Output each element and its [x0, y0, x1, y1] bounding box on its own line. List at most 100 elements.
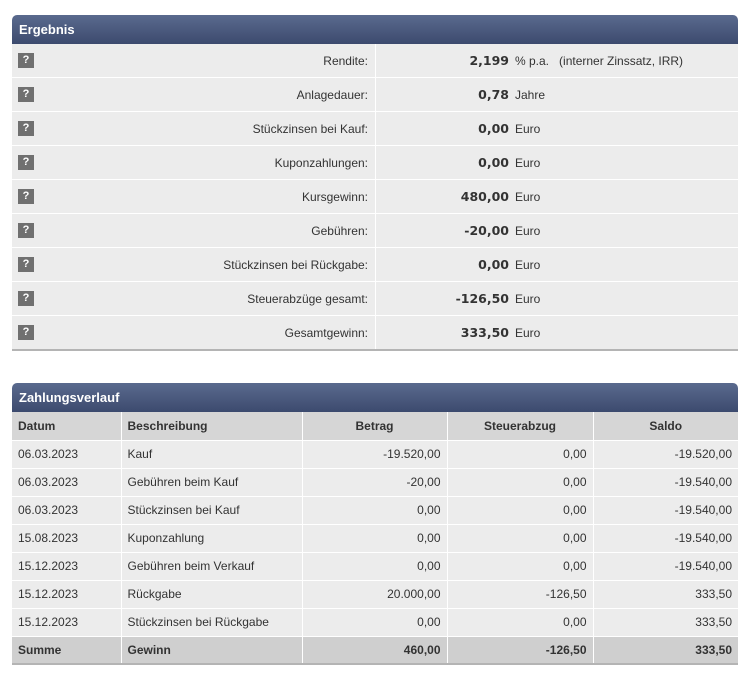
result-value-cell: 0,00 Euro [376, 146, 738, 179]
result-label-cell: ? Steuerabzüge gesamt: [12, 282, 376, 315]
result-label: Kursgewinn: [301, 189, 368, 204]
result-unit: Euro [515, 189, 541, 204]
help-icon[interactable]: ? [18, 87, 34, 102]
help-icon[interactable]: ? [18, 257, 34, 272]
result-label-cell: ? Kuponzahlungen: [12, 146, 376, 179]
result-unit: Euro [515, 155, 541, 170]
tax-cell: 0,00 [447, 439, 594, 468]
balance-cell: -19.520,00 [593, 439, 738, 468]
description-cell: Rückgabe [121, 579, 303, 608]
help-icon[interactable]: ? [18, 53, 34, 68]
help-icon[interactable]: ? [18, 325, 34, 340]
result-label: Kuponzahlungen: [274, 155, 368, 170]
result-row-rendite: ? Rendite: 2,199 % p.a. (interner Zinssatz, … [12, 44, 738, 78]
amount-cell: 0,00 [302, 523, 448, 552]
result-value: 0,00 [478, 121, 509, 136]
result-label-cell: ? Stückzinsen bei Rückgabe: [12, 248, 376, 281]
tax-cell: -126,50 [447, 579, 594, 608]
result-row-stueckzinsen-rueckgabe: ? Stückzinsen bei Rückgabe: 0,00 Euro [12, 248, 738, 282]
help-icon[interactable]: ? [18, 291, 34, 306]
tax-cell: 0,00 [447, 551, 594, 580]
result-value-cell: 333,50 Euro [376, 316, 738, 349]
result-value-cell: 480,00 Euro [376, 180, 738, 213]
balance-cell: -19.540,00 [593, 523, 738, 552]
result-value-cell: 0,00 Euro [376, 112, 738, 145]
amount-cell: -19.520,00 [302, 439, 448, 468]
result-label: Gebühren: [311, 223, 368, 238]
result-unit: Euro [515, 325, 541, 340]
date-cell: 06.03.2023 [12, 495, 122, 524]
table-row: 15.12.2023 Stückzinsen bei Rückgabe 0,00 0,… [12, 607, 738, 636]
result-value-cell: 2,199 % p.a. (interner Zinssatz, IRR) [376, 44, 738, 77]
description-cell: Kauf [121, 439, 303, 468]
tax-cell: 0,00 [447, 523, 594, 552]
summary-description-cell: Gewinn [121, 635, 303, 665]
result-unit: Jahre [515, 87, 546, 102]
balance-cell: 333,50 [593, 607, 738, 636]
result-value-cell: 0,78 Jahre [376, 78, 738, 111]
amount-cell: 0,00 [302, 607, 448, 636]
balance-cell: -19.540,00 [593, 551, 738, 580]
date-cell: 15.12.2023 [12, 551, 122, 580]
date-cell: 15.12.2023 [12, 579, 122, 608]
table-row: 15.12.2023 Gebühren beim Verkauf 0,00 0,00-… [12, 551, 738, 580]
result-value: 0,00 [478, 257, 509, 272]
description-cell: Gebühren beim Verkauf [121, 551, 303, 580]
ergebnis-title: Ergebnis [12, 15, 738, 44]
result-value-cell: -20,00 Euro [376, 214, 738, 247]
tax-cell: 0,00 [447, 607, 594, 636]
column-header-datum: Datum [12, 412, 122, 440]
result-unit: % p.a. [515, 53, 550, 68]
result-label-cell: ? Kursgewinn: [12, 180, 376, 213]
table-row: 15.08.2023 Kuponzahlung 0,00 0,00 -19.540,00 [12, 523, 738, 552]
description-cell: Gebühren beim Kauf [121, 467, 303, 496]
result-label: Rendite: [323, 53, 368, 68]
result-label: Anlagedauer: [296, 87, 368, 102]
date-cell: 15.08.2023 [12, 523, 122, 552]
tax-cell: 0,00 [447, 467, 594, 496]
ergebnis-panel: Ergebnis ? Rendite: 2,199 % p.a. (interner Z… [12, 15, 738, 351]
result-row-steuerabzuege: ? Steuerabzüge gesamt: -126,50 Euro [12, 282, 738, 316]
date-cell: 06.03.2023 [12, 439, 122, 468]
column-header-saldo: Saldo [593, 412, 738, 440]
table-row: 06.03.2023 Gebühren beim Kauf -20,00 0,00 -1… [12, 467, 738, 496]
help-icon[interactable]: ? [18, 189, 34, 204]
result-label-cell: ? Rendite: [12, 44, 376, 77]
result-row-gebuehren: ? Gebühren: -20,00 Euro [12, 214, 738, 248]
zahlungsverlauf-title: Zahlungsverlauf [12, 383, 738, 412]
balance-cell: 333,50 [593, 579, 738, 608]
date-cell: 15.12.2023 [12, 607, 122, 636]
help-icon[interactable]: ? [18, 223, 34, 238]
result-value: -20,00 [464, 223, 509, 238]
result-note: (interner Zinssatz, IRR) [559, 53, 684, 68]
result-value: 333,50 [460, 325, 509, 340]
description-cell: Kuponzahlung [121, 523, 303, 552]
table-row: 15.12.2023 Rückgabe 20.000,00 -126,50 333,50 [12, 579, 738, 608]
amount-cell: -20,00 [302, 467, 448, 496]
summary-balance-cell: 333,50 [593, 635, 738, 665]
result-label-cell: ? Gesamtgewinn: [12, 316, 376, 349]
result-unit: Euro [515, 291, 541, 306]
column-header-betrag: Betrag [302, 412, 448, 440]
help-icon[interactable]: ? [18, 155, 34, 170]
zahlungsverlauf-table: Datum Beschreibung Betrag Steuerabzug Sa… [12, 412, 738, 665]
amount-cell: 20.000,00 [302, 579, 448, 608]
result-label-cell: ? Stückzinsen bei Kauf: [12, 112, 376, 145]
column-header-steuerabzug: Steuerabzug [447, 412, 594, 440]
balance-cell: -19.540,00 [593, 467, 738, 496]
result-row-stueckzinsen-kauf: ? Stückzinsen bei Kauf: 0,00 Euro [12, 112, 738, 146]
table-row: 06.03.2023 Kauf -19.520,00 0,00 -19.520,00 [12, 439, 738, 468]
result-row-kursgewinn: ? Kursgewinn: 480,00 Euro [12, 180, 738, 214]
ergebnis-rows: ? Rendite: 2,199 % p.a. (interner Zinssatz, … [12, 44, 738, 351]
result-row-gesamtgewinn: ? Gesamtgewinn: 333,50 Euro [12, 316, 738, 351]
description-cell: Stückzinsen bei Kauf [121, 495, 303, 524]
help-icon[interactable]: ? [18, 121, 34, 136]
result-row-kuponzahlungen: ? Kuponzahlungen: 0,00 Euro [12, 146, 738, 180]
balance-cell: -19.540,00 [593, 495, 738, 524]
table-header-row: Datum Beschreibung Betrag Steuerabzug Sa… [12, 412, 738, 440]
description-cell: Stückzinsen bei Rückgabe [121, 607, 303, 636]
table-row: 06.03.2023 Stückzinsen bei Kauf 0,00 0,00 -1… [12, 495, 738, 524]
zahlungsverlauf-panel: Zahlungsverlauf Datum Beschreibung Betra… [12, 383, 738, 665]
result-value: 0,78 [478, 87, 509, 102]
result-value: -126,50 [455, 291, 509, 306]
